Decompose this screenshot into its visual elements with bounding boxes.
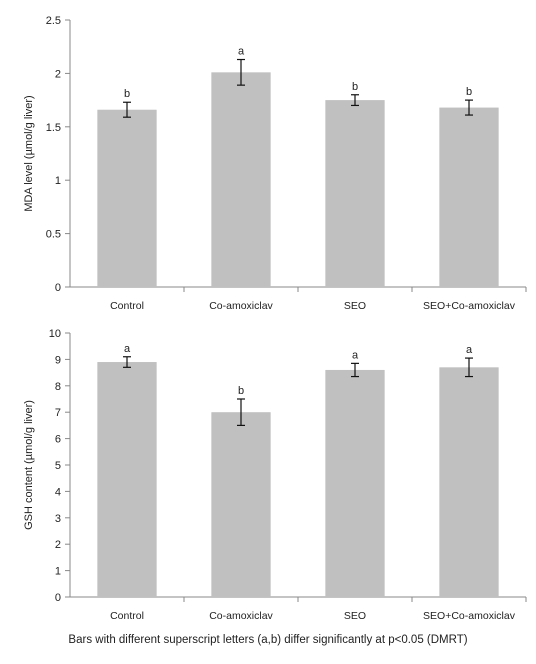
mda-bar-2 [211, 72, 271, 287]
figure-caption: Bars with different superscript letters … [68, 634, 468, 646]
gsh-y-axis-label: GSH content (µmol/g liver) [23, 400, 35, 530]
gsh-sig-label-4: a [466, 344, 473, 356]
mda-y-tick-label: 1 [55, 175, 61, 187]
gsh-y-tick-label: 8 [55, 381, 61, 393]
gsh-y-tick-label: 2 [55, 539, 61, 551]
mda-y-tick-label: 0.5 [46, 229, 61, 241]
mda-bar-3 [325, 100, 385, 287]
gsh-y-tick-label: 3 [55, 513, 61, 525]
gsh-bar-2 [211, 412, 271, 597]
mda-sig-label-2: a [238, 46, 245, 58]
mda-category-label-3: SEO [344, 300, 366, 312]
mda-sig-label-4: b [466, 86, 472, 98]
gsh-chart: 0 1 2 3 4 5 6 7 8 9 10 GSH content (µmol/g liver) a C… [23, 328, 527, 622]
mda-category-label-2: Co-amoxiclav [209, 300, 273, 312]
gsh-y-tick-label: 0 [55, 592, 61, 604]
mda-bar-4 [439, 107, 499, 288]
mda-category-label-4: SEO+Co-amoxiclav [423, 300, 516, 312]
mda-chart: 0 0.5 1 1.5 2 2.5 MDA level (µmol/g liver) b Con… [23, 15, 527, 312]
gsh-y-tick-label: 9 [55, 354, 61, 366]
mda-category-label-1: Control [110, 300, 144, 312]
gsh-y-tick-label: 4 [55, 486, 61, 498]
gsh-y-tick-label: 6 [55, 434, 61, 446]
gsh-bar-3 [325, 369, 385, 597]
gsh-sig-label-3: a [352, 349, 359, 361]
gsh-y-tick-label: 10 [49, 328, 61, 340]
mda-y-tick-label: 2 [55, 68, 61, 80]
gsh-sig-label-2: b [238, 385, 244, 397]
gsh-category-label-3: SEO [344, 610, 366, 622]
gsh-y-tick-label: 5 [55, 460, 61, 472]
gsh-y-tick-label: 1 [55, 566, 61, 578]
gsh-bar-4 [439, 367, 499, 597]
mda-y-axis-label: MDA level (µmol/g liver) [23, 95, 35, 211]
gsh-category-label-2: Co-amoxiclav [209, 610, 273, 622]
gsh-sig-label-1: a [124, 343, 131, 355]
gsh-bar-1 [97, 362, 157, 597]
mda-y-tick-label: 1.5 [46, 122, 61, 134]
mda-sig-label-3: b [352, 81, 358, 93]
gsh-category-label-4: SEO+Co-amoxiclav [423, 610, 516, 622]
gsh-y-tick-label: 7 [55, 407, 61, 419]
mda-y-tick-label: 0 [55, 282, 61, 294]
gsh-category-label-1: Control [110, 610, 144, 622]
mda-bar-1 [97, 109, 157, 287]
mda-sig-label-1: b [124, 88, 130, 100]
mda-y-tick-label: 2.5 [46, 15, 61, 27]
